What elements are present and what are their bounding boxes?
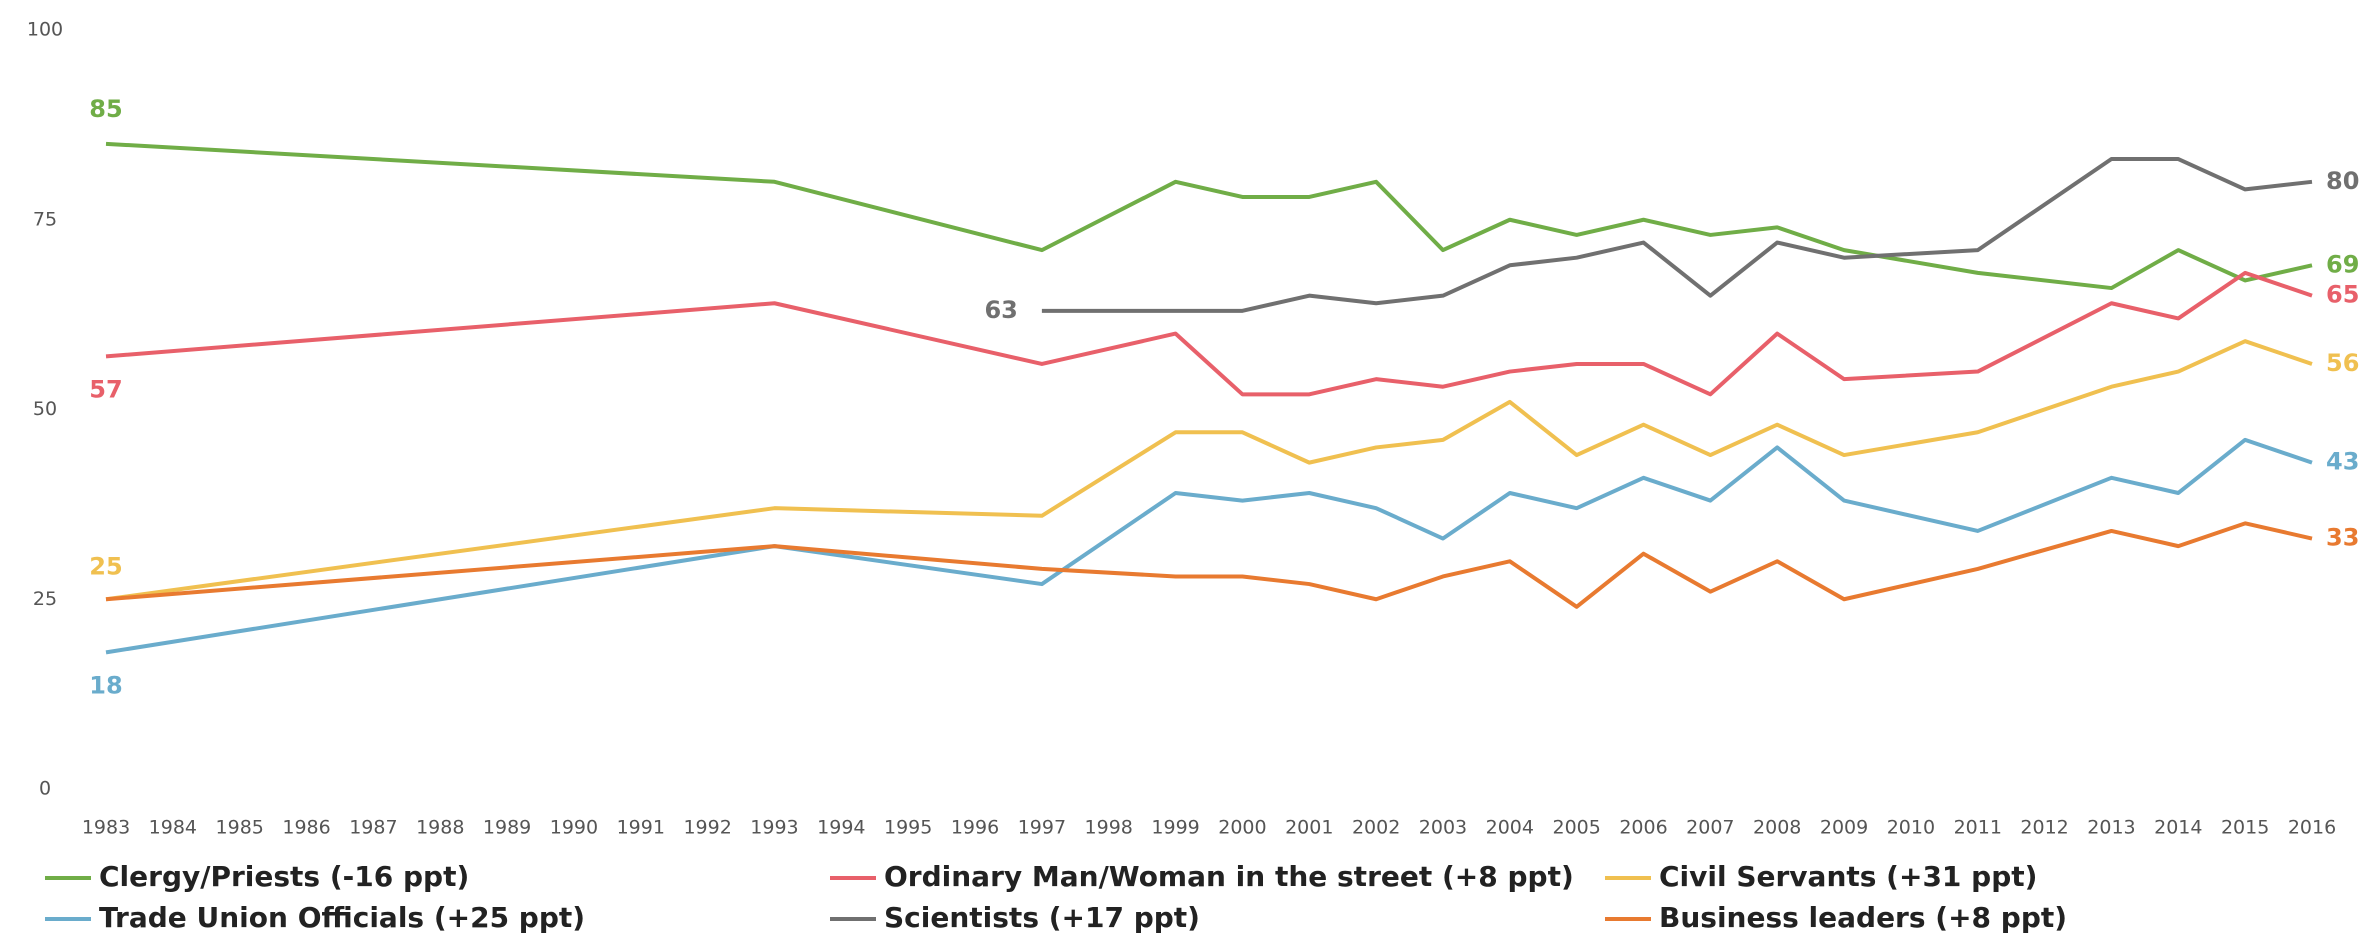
y-tick-label: 75 <box>33 208 57 230</box>
x-tick-label: 2009 <box>1820 817 1868 839</box>
y-tick-label: 100 <box>27 19 63 41</box>
x-tick-label: 2012 <box>2020 817 2068 839</box>
x-tick-label: 2001 <box>1285 817 1333 839</box>
x-tick-label: 1990 <box>550 817 598 839</box>
data-label: 43 <box>2326 448 2359 476</box>
legend-label: Business leaders (+8 ppt) <box>1659 901 2067 934</box>
x-tick-label: 1988 <box>416 817 464 839</box>
x-tick-label: 2010 <box>1887 817 1935 839</box>
legend-label: Ordinary Man/Woman in the street (+8 ppt… <box>884 860 1574 893</box>
x-tick-label: 2016 <box>2288 817 2336 839</box>
y-tick-label: 50 <box>33 398 57 420</box>
data-label: 33 <box>2326 524 2359 552</box>
legend-label: Civil Servants (+31 ppt) <box>1659 860 2037 893</box>
x-tick-label: 1989 <box>483 817 531 839</box>
x-tick-label: 2002 <box>1352 817 1400 839</box>
x-tick-label: 1994 <box>817 817 865 839</box>
data-label: 25 <box>89 552 122 580</box>
x-tick-label: 2013 <box>2087 817 2135 839</box>
y-tick-label: 25 <box>33 588 57 610</box>
x-tick-label: 2008 <box>1753 817 1801 839</box>
series-line <box>105 141 2313 291</box>
legend-label: Trade Union Officials (+25 ppt) <box>99 901 585 934</box>
x-tick-label: 1998 <box>1085 817 1133 839</box>
x-tick-label: 1996 <box>951 817 999 839</box>
series-line <box>105 437 2313 655</box>
series-line <box>105 339 2313 602</box>
x-tick-label: 1993 <box>750 817 798 839</box>
x-tick-label: 1991 <box>617 817 665 839</box>
series-line <box>105 270 2313 397</box>
x-tick-label: 1999 <box>1151 817 1199 839</box>
data-label: 63 <box>984 296 1017 324</box>
x-tick-label: 1997 <box>1018 817 1066 839</box>
legend-label: Scientists (+17 ppt) <box>884 901 1200 934</box>
x-tick-label: 2003 <box>1419 817 1467 839</box>
data-label: 65 <box>2326 281 2359 309</box>
x-tick-label: 2005 <box>1552 817 1600 839</box>
x-tick-label: 1986 <box>282 817 330 839</box>
x-tick-label: 2014 <box>2154 817 2202 839</box>
x-tick-label: 2006 <box>1619 817 1667 839</box>
x-tick-label: 2000 <box>1218 817 1266 839</box>
x-tick-label: 2004 <box>1486 817 1534 839</box>
data-label: 57 <box>89 375 122 403</box>
data-label: 56 <box>2326 349 2359 377</box>
x-tick-label: 1992 <box>683 817 731 839</box>
y-tick-label: 0 <box>39 778 51 800</box>
data-label: 18 <box>89 671 122 699</box>
series-line <box>1041 157 2313 313</box>
x-tick-label: 2007 <box>1686 817 1734 839</box>
series-line <box>105 521 2313 609</box>
x-tick-label: 2015 <box>2221 817 2269 839</box>
data-label: 69 <box>2326 250 2359 278</box>
data-label: 80 <box>2326 167 2359 195</box>
x-tick-label: 1985 <box>216 817 264 839</box>
legend-label: Clergy/Priests (-16 ppt) <box>99 860 469 893</box>
x-tick-label: 1983 <box>82 817 130 839</box>
x-tick-label: 1987 <box>349 817 397 839</box>
x-tick-label: 2011 <box>1954 817 2002 839</box>
x-tick-label: 1984 <box>149 817 197 839</box>
x-tick-label: 1995 <box>884 817 932 839</box>
data-label: 85 <box>89 95 122 123</box>
